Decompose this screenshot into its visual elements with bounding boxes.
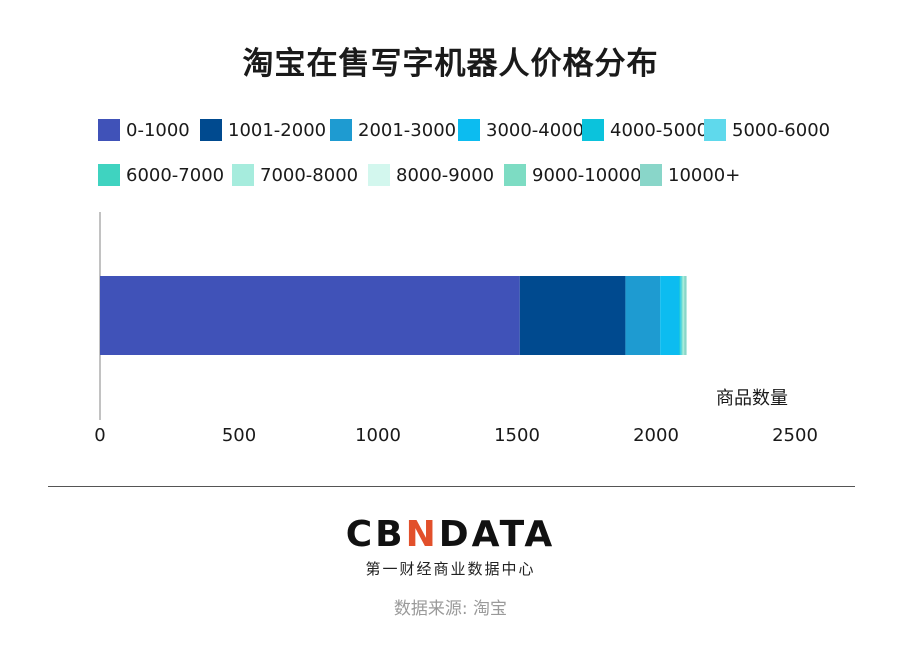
- legend-label: 5000-6000: [732, 119, 831, 141]
- legend-label: 10000+: [668, 164, 741, 186]
- bar-segment: [682, 276, 684, 355]
- legend-swatch: [458, 119, 480, 141]
- legend-swatch: [504, 164, 526, 186]
- bar-segment: [625, 276, 661, 355]
- legend-item: 9000-10000: [504, 162, 642, 188]
- legend-swatch: [98, 164, 120, 186]
- legend-row: 0-1000 1001-2000 2001-3000 3000-4000 4000-50…: [98, 117, 858, 143]
- legend-swatch: [98, 119, 120, 141]
- legend-item: 4000-5000: [582, 117, 708, 143]
- legend-label: 2001-3000: [358, 119, 457, 141]
- data-source: 数据来源: 淘宝: [393, 599, 508, 619]
- x-tick-label: 2500: [772, 425, 818, 446]
- legend-swatch: [582, 119, 604, 141]
- bar-segment: [100, 276, 520, 355]
- legend-label: 0-1000: [126, 119, 190, 141]
- bar-segment: [684, 276, 687, 355]
- bar-segment: [519, 276, 626, 355]
- legend-label: 8000-9000: [396, 164, 495, 186]
- legend-label: 9000-10000: [532, 164, 642, 186]
- legend-item: 2001-3000: [330, 117, 456, 143]
- bar-segment: [679, 276, 681, 355]
- legend-label: 6000-7000: [126, 164, 225, 186]
- logo-part-data: DATA: [438, 514, 556, 555]
- legend-swatch: [330, 119, 352, 141]
- bar-segment: [681, 276, 683, 355]
- logo-part-n: N: [405, 514, 439, 555]
- stacked-bar-chart: 0 500 1000 1500 2000 2500 商品数量: [94, 212, 818, 446]
- logo-part-cb: CB: [345, 514, 406, 555]
- legend-label: 1001-2000: [228, 119, 327, 141]
- legend-swatch: [368, 164, 390, 186]
- x-tick-label: 1000: [355, 425, 401, 446]
- legend-swatch: [232, 164, 254, 186]
- legend-label: 3000-4000: [486, 119, 585, 141]
- legend-item: 6000-7000: [98, 162, 224, 188]
- legend-label: 4000-5000: [610, 119, 709, 141]
- logo-subtitle: 第一财经商业数据中心: [365, 560, 536, 578]
- legend-swatch: [704, 119, 726, 141]
- legend-item: 0-1000: [98, 117, 190, 143]
- x-tick-label: 2000: [633, 425, 679, 446]
- x-tick-label: 0: [94, 425, 105, 446]
- x-tick-label: 1500: [494, 425, 540, 446]
- legend-swatch: [200, 119, 222, 141]
- legend-row: 6000-7000 7000-8000 8000-9000 9000-10000 100…: [98, 162, 858, 188]
- legend-item: 3000-4000: [458, 117, 584, 143]
- bar-segment: [680, 276, 682, 355]
- footer-divider: [48, 486, 855, 487]
- bar-segment: [682, 276, 683, 355]
- x-axis-label: 商品数量: [716, 388, 788, 409]
- cbndata-logo: CBNDATA: [0, 514, 901, 555]
- legend-item: 7000-8000: [232, 162, 358, 188]
- bar-segment: [660, 276, 680, 355]
- x-tick-label: 500: [222, 425, 256, 446]
- chart-legend: 0-1000 1001-2000 2001-3000 3000-4000 4000-50…: [98, 117, 858, 207]
- bar-segment: [683, 276, 685, 355]
- chart-title: 淘宝在售写字机器人价格分布: [242, 46, 659, 82]
- legend-label: 7000-8000: [260, 164, 359, 186]
- legend-swatch: [640, 164, 662, 186]
- legend-item: 1001-2000: [200, 117, 326, 143]
- legend-item: 8000-9000: [368, 162, 494, 188]
- legend-item: 10000+: [640, 162, 740, 188]
- legend-item: 5000-6000: [704, 117, 830, 143]
